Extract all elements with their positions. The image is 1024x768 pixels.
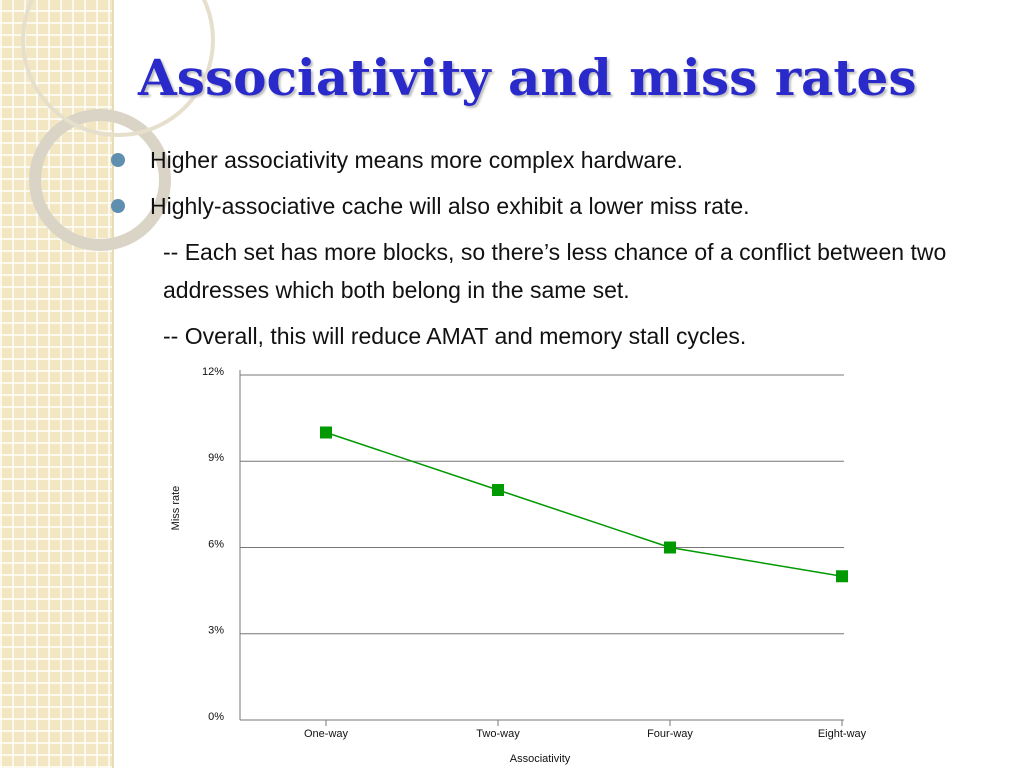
slide-title: Associativity and miss rates bbox=[138, 48, 917, 107]
sub-bullet: -- Each set has more blocks, so there’s … bbox=[163, 239, 947, 303]
y-tick-label: 12% bbox=[202, 366, 224, 378]
y-tick-label: 0% bbox=[208, 711, 224, 723]
series-line bbox=[325, 431, 843, 577]
bullet-dot bbox=[111, 153, 125, 167]
x-axis-label: Associativity bbox=[510, 753, 571, 765]
y-tick-label: 9% bbox=[208, 452, 224, 464]
x-tick-label: Eight-way bbox=[818, 728, 867, 740]
point-marker bbox=[492, 484, 504, 496]
point-marker bbox=[320, 426, 332, 439]
bullet-dot bbox=[111, 199, 125, 213]
point-marker bbox=[836, 570, 848, 583]
y-tick-label: 3% bbox=[208, 625, 224, 637]
sub-bullet: -- Overall, this will reduce AMAT and me… bbox=[163, 323, 747, 349]
x-tick-label: Two-way bbox=[476, 728, 520, 740]
point-marker bbox=[664, 541, 676, 554]
x-tick-label: Four-way bbox=[647, 728, 693, 740]
decor-ring bbox=[21, 0, 215, 137]
x-tick-label: One-way bbox=[304, 728, 349, 740]
decor-ring bbox=[29, 109, 171, 251]
y-tick-label: 6% bbox=[208, 538, 224, 550]
bullet: Higher associativity means more complex … bbox=[150, 147, 684, 173]
y-axis-label: Miss rate bbox=[170, 486, 182, 531]
bullet: Highly-associative cache will also exhib… bbox=[150, 193, 750, 219]
